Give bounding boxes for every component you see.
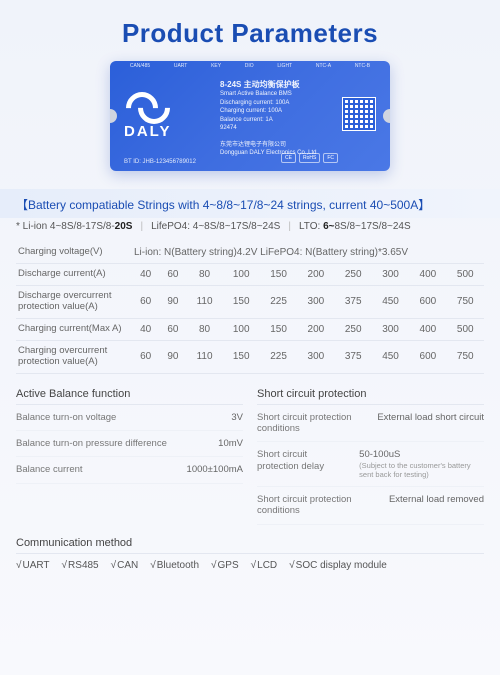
kv-row: Balance turn-on voltage3V (16, 405, 243, 431)
comm-items: UART RS485 CAN Bluetooth GPS LCD SOC dis… (16, 554, 484, 571)
comm-item: LCD (251, 560, 278, 571)
spec-table: Charging voltage(V) Li-ion: N(Battery st… (16, 242, 484, 374)
table-row: Charging current(Max A) 4060801001502002… (16, 318, 484, 340)
short-circuit-section: Short circuit protection Short circuit p… (257, 384, 484, 525)
table-row: Discharge overcurrent protection value(A… (16, 286, 484, 319)
compat-headline: 【Battery compatiable Strings with 4~8/8~… (0, 189, 500, 218)
kv-row: Balance turn-on pressure difference10mV (16, 431, 243, 457)
comm-item: GPS (211, 560, 239, 571)
kv-row: Short circuit protection delay50-100uS(S… (257, 442, 484, 486)
pcb-info: 8-24S 主动均衡保护板 Smart Active Balance BMS D… (220, 79, 330, 158)
cert-badges: CERoHSFC (281, 153, 338, 163)
section-title: Active Balance function (16, 384, 243, 405)
communication-section: Communication method UART RS485 CAN Blue… (16, 533, 484, 571)
bt-id: BT ID: JHB-123456789012 (124, 159, 196, 165)
compat-detail: * Li-ion 4~8S/8-17S/8-20S | LifePO4: 4~8… (0, 218, 500, 240)
comm-item: UART (16, 560, 50, 571)
table-row: Charging voltage(V) Li-ion: N(Battery st… (16, 242, 484, 264)
qr-code-icon (342, 97, 376, 131)
kv-row: Short circuit protection conditionsExter… (257, 487, 484, 525)
page-title: Product Parameters (0, 0, 500, 61)
table-row: Discharge current(A) 4060801001502002503… (16, 264, 484, 286)
kv-row: Short circuit protection conditionsExter… (257, 405, 484, 443)
comm-item: RS485 (62, 560, 99, 571)
logo-icon (126, 89, 170, 119)
table-row: Charging overcurrent protection value(A)… (16, 340, 484, 373)
comm-item: SOC display module (289, 560, 387, 571)
comm-item: CAN (111, 560, 139, 571)
kv-row: Balance current1000±100mA (16, 457, 243, 483)
comm-item: Bluetooth (150, 560, 199, 571)
active-balance-section: Active Balance function Balance turn-on … (16, 384, 243, 525)
brand-name: DALY (124, 123, 171, 140)
pcb-top-labels: CAN/485UART KEYDIO LIGHTNTC-A NTC-B (110, 63, 390, 69)
product-image: CAN/485UART KEYDIO LIGHTNTC-A NTC-B DALY… (110, 61, 390, 171)
section-title: Short circuit protection (257, 384, 484, 405)
section-title: Communication method (16, 533, 484, 554)
